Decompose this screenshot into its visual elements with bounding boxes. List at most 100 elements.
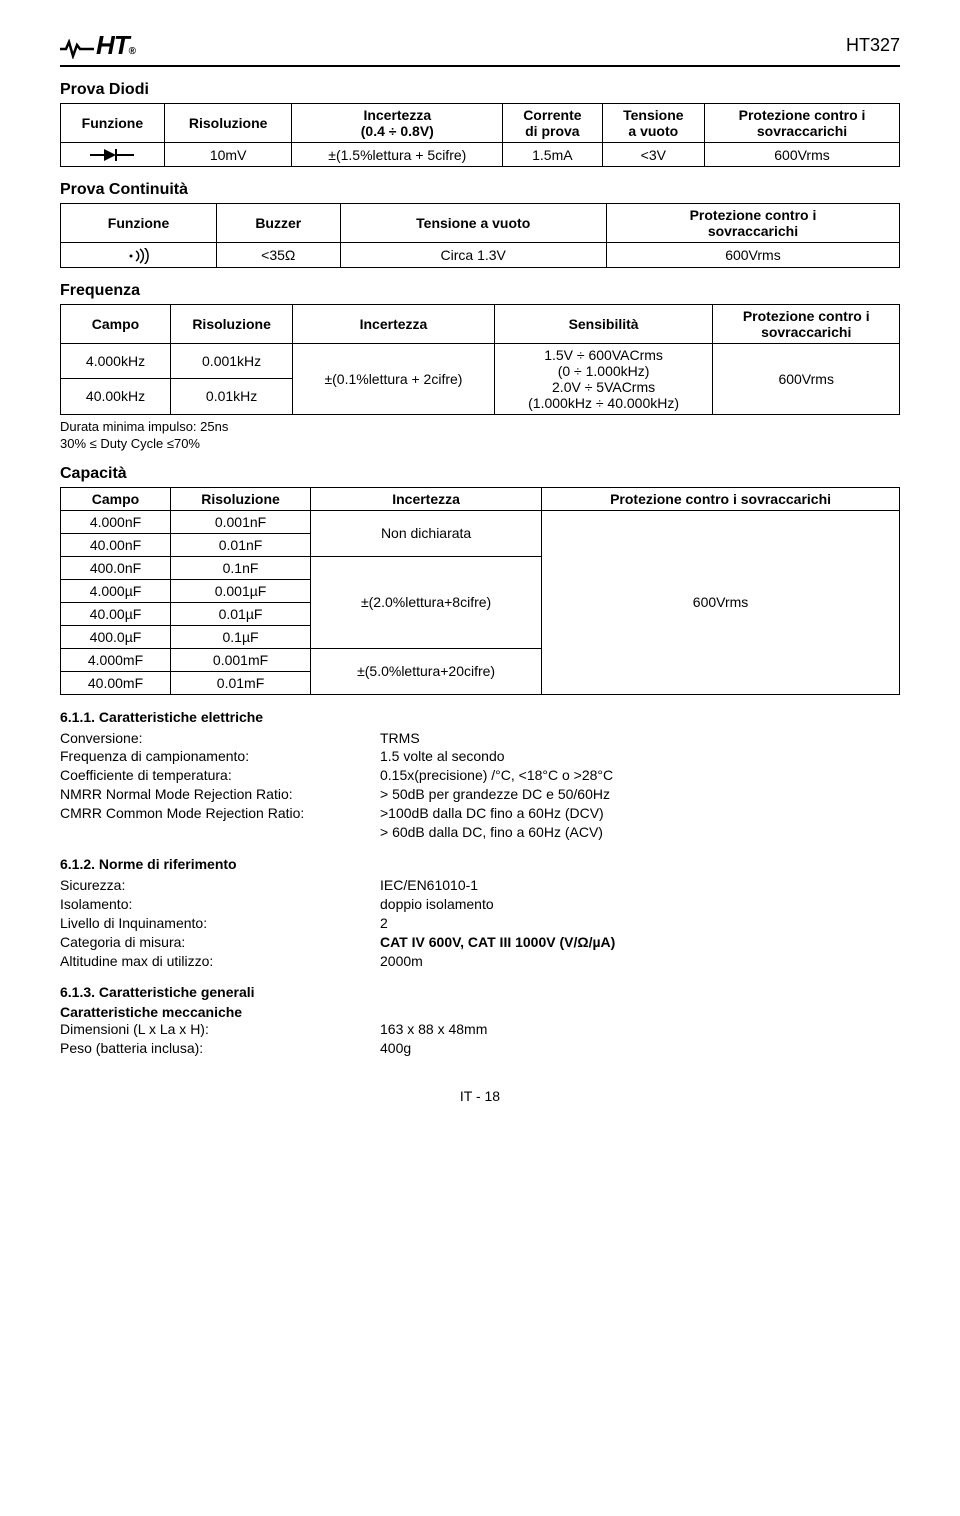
th-risoluzione: Risoluzione <box>164 104 292 143</box>
table-row: 4.000kHz 0.001kHz ±(0.1%lettura + 2cifre… <box>61 343 900 379</box>
cell: 0.01kHz <box>171 379 293 415</box>
spec-row: Isolamento:doppio isolamento <box>60 895 900 914</box>
spec-key: Peso (batteria inclusa): <box>60 1039 380 1058</box>
s611-list: Conversione:TRMS Frequenza di campioname… <box>60 729 900 842</box>
cell: ±(2.0%lettura+8cifre) <box>311 556 542 648</box>
th-tensione: Tensione a vuoto <box>340 204 606 243</box>
spec-val: >100dB dalla DC fino a 60Hz (DCV) <box>380 804 900 823</box>
spec-val: 2000m <box>380 952 900 971</box>
buzzer-icon <box>61 243 217 267</box>
cell: 40.00µF <box>61 602 171 625</box>
continuita-table: Funzione Buzzer Tensione a vuoto Protezi… <box>60 203 900 267</box>
s611-heading: 6.1.1. Caratteristiche elettriche <box>60 709 900 725</box>
table-row: 4.000nF 0.001nF Non dichiarata 600Vrms <box>61 510 900 533</box>
cell: ±(0.1%lettura + 2cifre) <box>293 343 495 414</box>
th-protezione: Protezione contro i sovraccarichi <box>705 104 900 143</box>
cell: 600Vrms <box>606 243 899 267</box>
spec-row: Frequenza di campionamento:1.5 volte al … <box>60 747 900 766</box>
page-header: HT ® HT327 <box>60 30 900 67</box>
section-continuita-title: Prova Continuità <box>60 181 900 199</box>
cell: 1.5V ÷ 600VACrms (0 ÷ 1.000kHz) 2.0V ÷ 5… <box>494 343 713 414</box>
cell: 4.000mF <box>61 648 171 671</box>
cell: 600Vrms <box>713 343 900 414</box>
s612-list: Sicurezza:IEC/EN61010-1 Isolamento:doppi… <box>60 876 900 970</box>
spec-val: > 50dB per grandezze DC e 50/60Hz <box>380 785 900 804</box>
cell: 0.01µF <box>171 602 311 625</box>
cell: 600Vrms <box>705 143 900 167</box>
cell: 10mV <box>164 143 292 167</box>
cell: 400.0nF <box>61 556 171 579</box>
cell: 0.001kHz <box>171 343 293 379</box>
cell: ±(1.5%lettura + 5cifre) <box>292 143 503 167</box>
cell: 1.5mA <box>503 143 603 167</box>
cell: Circa 1.3V <box>340 243 606 267</box>
cell: 0.001µF <box>171 579 311 602</box>
table-row: <35Ω Circa 1.3V 600Vrms <box>61 243 900 267</box>
th: Protezione contro i sovraccarichi <box>542 487 900 510</box>
spec-key: CMRR Common Mode Rejection Ratio: <box>60 804 380 823</box>
spec-row: Altitudine max di utilizzo:2000m <box>60 952 900 971</box>
logo-wave-icon <box>60 37 94 60</box>
table-row: 10mV ±(1.5%lettura + 5cifre) 1.5mA <3V 6… <box>61 143 900 167</box>
spec-val: > 60dB dalla DC, fino a 60Hz (ACV) <box>380 823 900 842</box>
cell: ±(5.0%lettura+20cifre) <box>311 648 542 694</box>
th: Incertezza <box>293 304 495 343</box>
spec-row: Categoria di misura:CAT IV 600V, CAT III… <box>60 933 900 952</box>
cell: 0.1nF <box>171 556 311 579</box>
page-footer: IT - 18 <box>60 1088 900 1104</box>
th: Incertezza <box>311 487 542 510</box>
cell: 0.01nF <box>171 533 311 556</box>
s613-list: Dimensioni (L x La x H):163 x 88 x 48mm … <box>60 1020 900 1058</box>
spec-key: Livello di Inquinamento: <box>60 914 380 933</box>
spec-key <box>60 823 380 842</box>
section-capacita-title: Capacità <box>60 465 900 483</box>
th-corrente: Corrente di prova <box>503 104 603 143</box>
spec-key: Sicurezza: <box>60 876 380 895</box>
cell: 0.1µF <box>171 625 311 648</box>
cell: 4.000kHz <box>61 343 171 379</box>
spec-key: Coefficiente di temperatura: <box>60 766 380 785</box>
th-funzione: Funzione <box>61 104 165 143</box>
spec-row: Coefficiente di temperatura:0.15x(precis… <box>60 766 900 785</box>
spec-key: NMRR Normal Mode Rejection Ratio: <box>60 785 380 804</box>
spec-row: NMRR Normal Mode Rejection Ratio:> 50dB … <box>60 785 900 804</box>
cell: Non dichiarata <box>311 510 542 556</box>
cell: 4.000µF <box>61 579 171 602</box>
spec-row: Dimensioni (L x La x H):163 x 88 x 48mm <box>60 1020 900 1039</box>
spec-key: Conversione: <box>60 729 380 748</box>
spec-val: 1.5 volte al secondo <box>380 747 900 766</box>
s613-sub: Caratteristiche meccaniche <box>60 1004 900 1020</box>
frequenza-note2: 30% ≤ Duty Cycle ≤70% <box>60 436 900 451</box>
spec-row: Peso (batteria inclusa):400g <box>60 1039 900 1058</box>
capacita-table: Campo Risoluzione Incertezza Protezione … <box>60 487 900 695</box>
th-tensione: Tensione a vuoto <box>602 104 704 143</box>
spec-key: Categoria di misura: <box>60 933 380 952</box>
spec-val: CAT IV 600V, CAT III 1000V (V/Ω/µA) <box>380 933 900 952</box>
spec-key: Dimensioni (L x La x H): <box>60 1020 380 1039</box>
spec-row: Livello di Inquinamento:2 <box>60 914 900 933</box>
frequenza-table: Campo Risoluzione Incertezza Sensibilità… <box>60 304 900 415</box>
th: Campo <box>61 487 171 510</box>
spec-key: Isolamento: <box>60 895 380 914</box>
section-frequenza-title: Frequenza <box>60 282 900 300</box>
cell: 40.00mF <box>61 671 171 694</box>
cell: 600Vrms <box>542 510 900 694</box>
cell: 4.000nF <box>61 510 171 533</box>
cell: 0.001mF <box>171 648 311 671</box>
cell: 40.00nF <box>61 533 171 556</box>
cell: 0.001nF <box>171 510 311 533</box>
th: Risoluzione <box>171 304 293 343</box>
spec-val: doppio isolamento <box>380 895 900 914</box>
th: Protezione contro i sovraccarichi <box>713 304 900 343</box>
spec-val: TRMS <box>380 729 900 748</box>
spec-val: 0.15x(precisione) /°C, <18°C o >28°C <box>380 766 900 785</box>
s613-heading: 6.1.3. Caratteristiche generali <box>60 984 900 1000</box>
spec-row: > 60dB dalla DC, fino a 60Hz (ACV) <box>60 823 900 842</box>
cell: 40.00kHz <box>61 379 171 415</box>
th: Sensibilità <box>494 304 713 343</box>
spec-row: Sicurezza:IEC/EN61010-1 <box>60 876 900 895</box>
s612-heading: 6.1.2. Norme di riferimento <box>60 856 900 872</box>
cell: 0.01mF <box>171 671 311 694</box>
cell: 400.0µF <box>61 625 171 648</box>
brand-logo: HT ® <box>60 30 135 61</box>
